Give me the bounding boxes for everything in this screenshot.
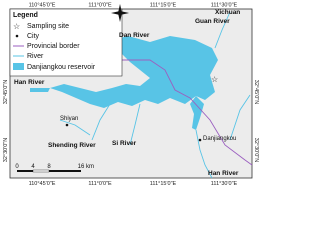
legend-item: Danjiangkou reservoir: [27, 64, 96, 71]
place-label: Guan River: [195, 18, 230, 25]
rivers: [59, 11, 251, 179]
scale-label: 8: [47, 164, 51, 170]
star-icon: ☆: [13, 22, 20, 31]
bottom-coord: 111°30'0"E: [211, 181, 238, 187]
left-coord: 32°45'0"N: [3, 80, 9, 104]
bottom-coord: 111°0'0"E: [88, 181, 112, 187]
left-coord: 32°30'0"N: [3, 138, 9, 162]
city-marker: [65, 123, 69, 127]
scale-label: 0: [15, 164, 19, 170]
compass: [111, 4, 129, 22]
top-coord: 111°30'0"E: [211, 3, 238, 9]
bottom-coord: 110°45'0"E: [29, 181, 56, 187]
legend-box: [9, 8, 123, 77]
place-label: Xichuan: [215, 9, 240, 16]
legend-title: Legend: [13, 12, 38, 19]
reservoir: [30, 36, 218, 130]
sampling-site: ☆: [211, 75, 218, 84]
top-coord: 111°15'0"E: [150, 3, 177, 9]
city-icon: [15, 34, 19, 38]
right-coord: 32°30'0"N: [253, 138, 259, 162]
coordinate-labels: 110°45'0"E 111°0'0"E 111°15'0"E 111°30'0"E 1…: [3, 3, 259, 188]
place-label: Danjiangkou: [203, 136, 236, 142]
reservoir-icon: [13, 63, 24, 70]
legend-item: Sampling site: [27, 23, 69, 30]
place-label: Han River: [208, 170, 239, 177]
place-label: Shiyan: [60, 116, 78, 122]
legend-item: River: [27, 53, 44, 60]
scale-label: 4: [31, 164, 35, 170]
city-marker: [198, 138, 202, 142]
map: Legend ☆ Sampling site City Provincial b…: [3, 3, 259, 188]
place-label: Han River: [14, 79, 45, 86]
bottom-coord: 111°15'0"E: [150, 181, 177, 187]
scale-label: 16: [78, 164, 85, 170]
top-coord: 110°45'0"E: [29, 3, 56, 9]
place-label: Shending River: [48, 142, 96, 149]
place-label: Dan River: [119, 32, 150, 39]
right-coord: 32°45'0"N: [253, 80, 259, 104]
place-label: Si River: [112, 140, 137, 147]
legend-item: Provincial border: [27, 43, 80, 50]
legend-item: City: [27, 33, 40, 40]
scale-label: km: [86, 164, 94, 170]
top-coord: 111°0'0"E: [88, 3, 112, 9]
scale-bar: [17, 169, 81, 173]
